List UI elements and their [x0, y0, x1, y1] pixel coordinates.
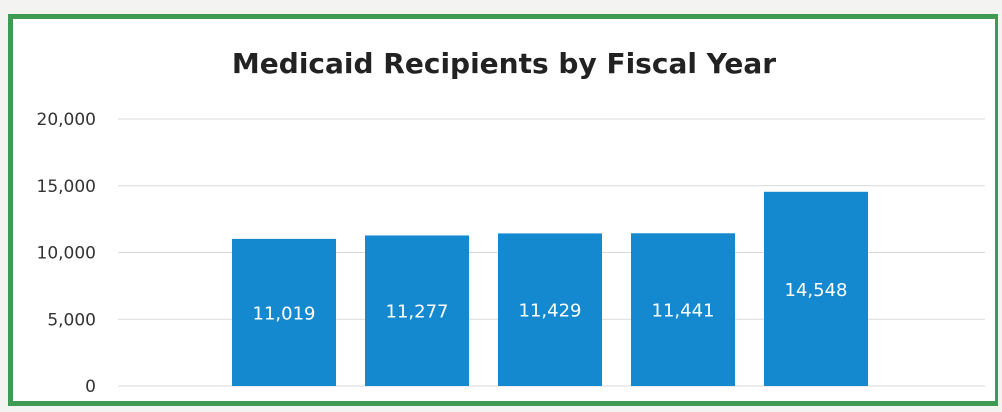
bar [498, 233, 602, 386]
data-label: 14,548 [785, 280, 848, 301]
y-tick-label: 5,000 [47, 310, 96, 330]
data-label: 11,019 [253, 303, 316, 324]
y-tick-label: 10,000 [37, 244, 96, 264]
data-label: 11,277 [386, 302, 449, 323]
y-tick-label: 20,000 [37, 110, 96, 130]
chart-title: Medicaid Recipients by Fiscal Year [231, 47, 777, 80]
y-tick-label: 15,000 [37, 177, 96, 197]
bar [365, 235, 469, 386]
y-tick-label: 0 [85, 377, 96, 397]
bar [232, 238, 336, 386]
bar [764, 191, 868, 386]
data-label: 11,441 [652, 301, 715, 322]
data-label: 11,429 [519, 301, 582, 322]
bar [631, 233, 735, 386]
